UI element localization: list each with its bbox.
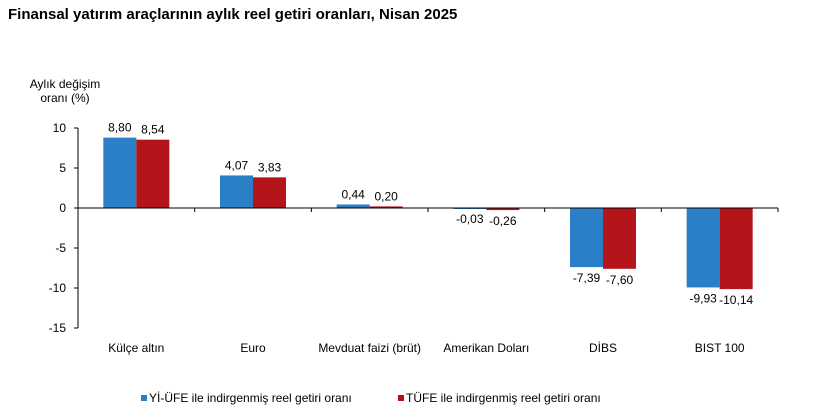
data-label: -7,39 (573, 271, 601, 285)
bar-yiufe (220, 175, 253, 208)
y-axis-label: Aylık değişim (30, 77, 100, 91)
data-label: -10,14 (719, 293, 753, 307)
data-label: -0,26 (489, 214, 517, 228)
data-label: 8,80 (108, 121, 132, 135)
y-tick-label: 10 (53, 121, 67, 135)
legend-swatch (398, 395, 404, 401)
bar-yiufe (336, 204, 370, 208)
bar-tufe (136, 139, 170, 208)
data-label: 0,20 (374, 189, 398, 203)
y-axis-label: oranı (%) (40, 91, 89, 105)
data-label: 0,44 (341, 187, 365, 201)
legend-label: Yİ-ÜFE ile indirgenmiş reel getiri oranı (149, 391, 352, 405)
x-tick-label: BIST 100 (695, 341, 745, 355)
y-tick-label: -5 (55, 241, 66, 255)
legend-label: TÜFE ile indirgenmiş reel getiri oranı (406, 391, 601, 405)
data-label: -9,93 (689, 291, 717, 305)
bar-yiufe (686, 208, 720, 288)
bar-tufe (603, 208, 636, 269)
x-tick-label: Mevduat faizi (brüt) (318, 341, 421, 355)
data-label: 8,54 (141, 123, 165, 137)
bar-yiufe (570, 208, 603, 268)
chart-title: Finansal yatırım araçlarının aylık reel … (8, 6, 458, 23)
legend-swatch (141, 395, 147, 401)
x-tick-label: Amerikan Doları (443, 341, 529, 355)
data-label: -0,03 (456, 212, 484, 226)
x-tick-label: Euro (240, 341, 266, 355)
x-tick-label: Külçe altın (108, 341, 164, 355)
bar-tufe (719, 208, 753, 290)
data-label: 4,07 (225, 158, 249, 172)
y-tick-label: 0 (59, 201, 66, 215)
bar-yiufe (103, 137, 137, 208)
bar-tufe (253, 177, 286, 208)
x-tick-label: DİBS (589, 341, 617, 355)
data-label: 3,83 (258, 160, 282, 174)
y-tick-label: -15 (49, 321, 67, 335)
y-tick-label: -10 (49, 281, 67, 295)
data-label: -7,60 (606, 273, 634, 287)
bar-tufe (369, 206, 403, 208)
bar-tufe (486, 208, 520, 211)
y-tick-label: 5 (59, 161, 66, 175)
